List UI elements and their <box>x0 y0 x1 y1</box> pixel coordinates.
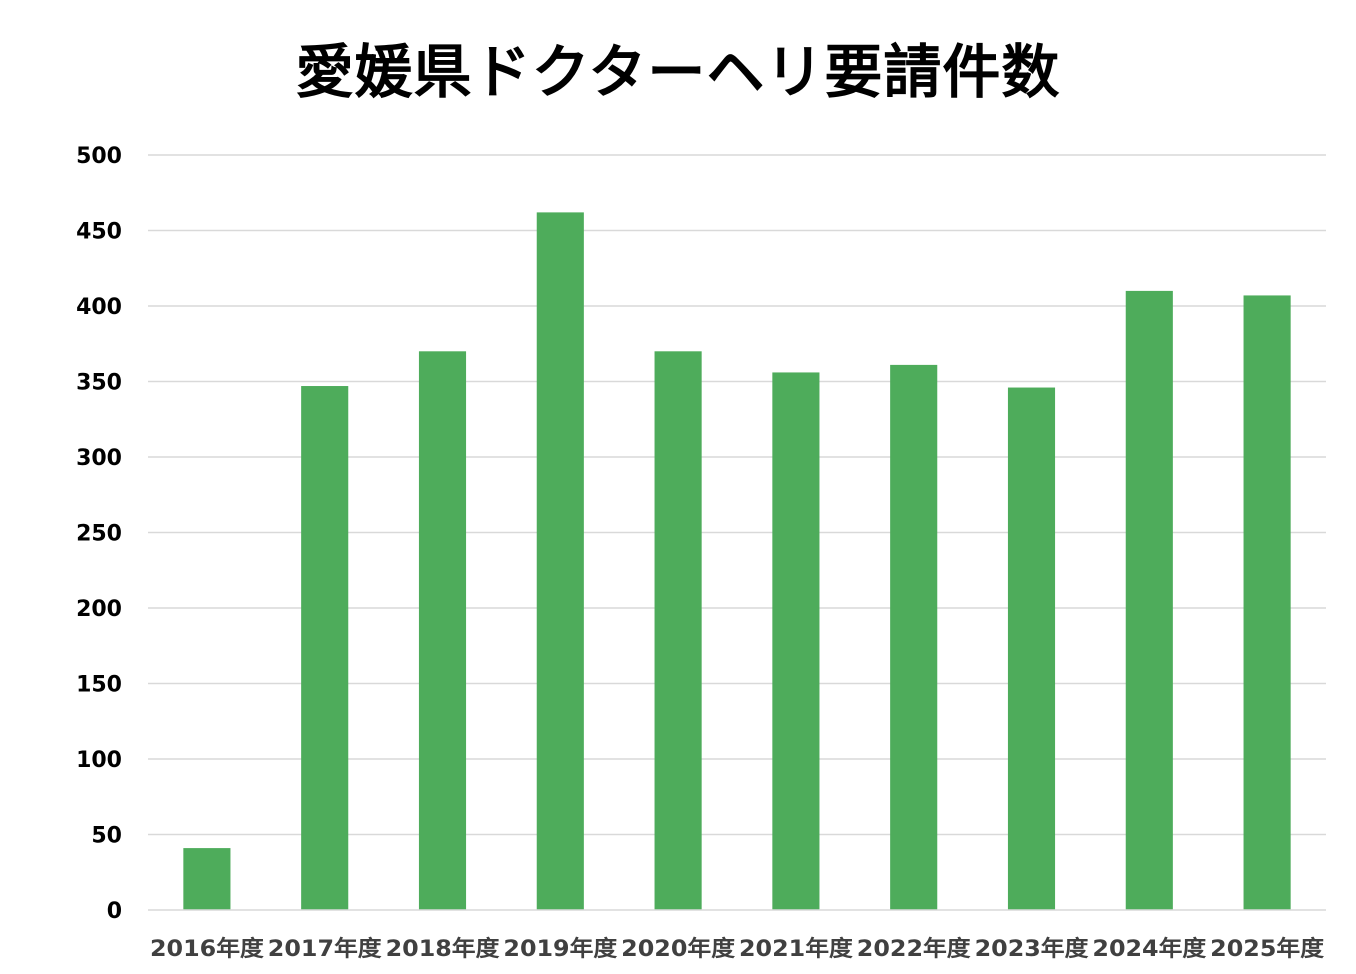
bar-2020年度 <box>654 351 702 910</box>
x-category-label: 2019年度 <box>503 936 618 962</box>
y-tick-label: 450 <box>76 220 122 245</box>
y-tick-label: 100 <box>76 748 122 773</box>
x-category-label: 2018年度 <box>386 936 501 962</box>
bar-2024年度 <box>1125 290 1173 910</box>
bar-2017年度 <box>301 386 349 910</box>
chart-title: 愛媛県ドクターヘリ要請件数 <box>295 38 1061 106</box>
bar-2016年度 <box>183 848 231 910</box>
y-tick-label: 250 <box>76 522 122 547</box>
bar-2025年度 <box>1243 295 1291 910</box>
bar-2022年度 <box>890 364 938 910</box>
x-category-label: 2025年度 <box>1210 936 1325 962</box>
y-tick-label: 50 <box>91 824 122 849</box>
x-category-label: 2021年度 <box>739 936 854 962</box>
x-category-label: 2024年度 <box>1092 936 1207 962</box>
y-tick-label: 150 <box>76 673 122 698</box>
y-tick-label: 0 <box>107 899 122 924</box>
bars <box>183 212 1291 910</box>
x-category-label: 2017年度 <box>268 936 383 962</box>
y-tick-label: 500 <box>76 144 122 169</box>
y-tick-label: 350 <box>76 371 122 396</box>
y-tick-label: 200 <box>76 597 122 622</box>
x-category-label: 2023年度 <box>975 936 1090 962</box>
y-tick-label: 300 <box>76 446 122 471</box>
y-tick-label: 400 <box>76 295 122 320</box>
bar-2021年度 <box>772 372 820 910</box>
x-axis-category-labels: 2016年度 2017年度 2018年度 2019年度 2020年度 2021年度 2022… <box>150 936 1325 962</box>
x-category-label: 2020年度 <box>621 936 736 962</box>
x-category-label: 2022年度 <box>857 936 972 962</box>
bar-2018年度 <box>418 351 467 910</box>
bar-2023年度 <box>1007 387 1056 910</box>
y-axis-tick-labels: 0 50 100 150 200 250 300 350 400 450 500 <box>76 144 122 924</box>
x-category-label: 2016年度 <box>150 936 265 962</box>
bar-2019年度 <box>536 212 584 910</box>
